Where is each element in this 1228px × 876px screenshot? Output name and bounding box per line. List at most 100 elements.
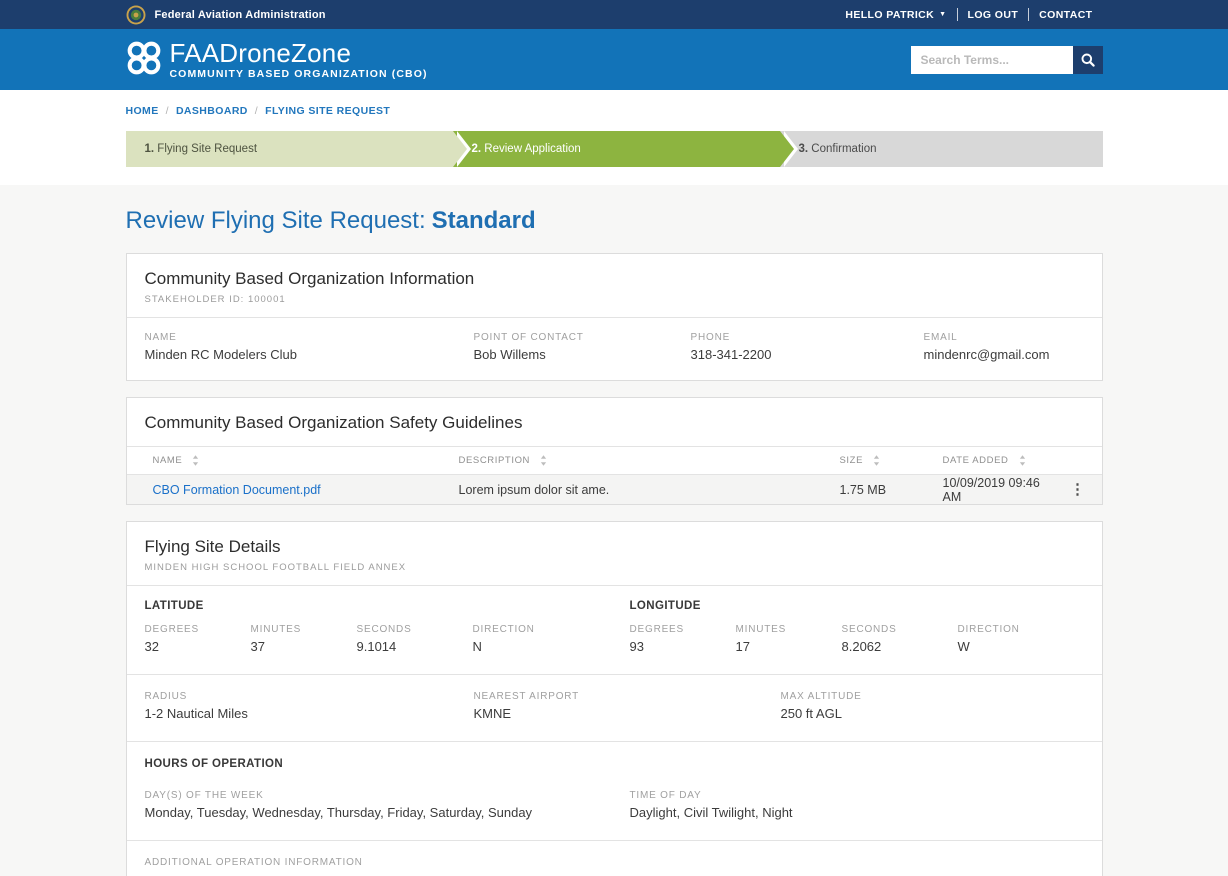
org-field-name: NAME Minden RC Modelers Club bbox=[145, 332, 474, 362]
field-label: RADIUS bbox=[144, 691, 188, 702]
field-label: DAY(S) OF THE WEEK bbox=[144, 790, 264, 801]
column-header-name: NAME bbox=[153, 455, 459, 466]
org-info-card: Community Based Organization Information… bbox=[125, 253, 1103, 381]
step-review-application: 2. Review Application bbox=[452, 131, 798, 167]
field-value: 93 bbox=[629, 639, 644, 654]
search-icon bbox=[1081, 53, 1095, 67]
field-value: Minden RC Modelers Club bbox=[144, 347, 297, 362]
field-label: NAME bbox=[144, 332, 177, 343]
step-flying-site-request: 1. Flying Site Request bbox=[125, 131, 471, 167]
radius-section: RADIUS 1-2 Nautical Miles NEAREST AIRPOR… bbox=[126, 675, 1102, 742]
field-label: SECONDS bbox=[356, 624, 412, 635]
brand-logo[interactable]: FAADroneZone COMMUNITY BASED ORGANIZATIO… bbox=[126, 40, 428, 80]
hours-heading: HOURS OF OPERATION bbox=[144, 758, 284, 770]
row-menu-kebab-icon[interactable]: ⋮ bbox=[1070, 481, 1085, 498]
field-label: MINUTES bbox=[250, 624, 302, 635]
table-row: CBO Formation Document.pdf Lorem ipsum d… bbox=[126, 475, 1102, 504]
field-label: SECONDS bbox=[841, 624, 897, 635]
column-label: DESCRIPTION bbox=[458, 455, 531, 466]
column-label: DATE ADDED bbox=[942, 455, 1009, 466]
field-label: DEGREES bbox=[629, 624, 685, 635]
page-title-prefix: Review Flying Site Request: bbox=[125, 207, 426, 234]
latitude-degrees: DEGREES 32 bbox=[145, 624, 251, 654]
breadcrumb-flying-site-request: FLYING SITE REQUEST bbox=[265, 105, 391, 117]
latitude-seconds: SECONDS 9.1014 bbox=[357, 624, 473, 654]
step-number: 2. bbox=[471, 143, 482, 155]
field-value: KMNE bbox=[473, 706, 512, 721]
document-description: Lorem ipsum dolor sit ame. bbox=[458, 482, 610, 497]
time-of-day-field: TIME OF DAY Daylight, Civil Twilight, Ni… bbox=[630, 790, 1084, 820]
page-title: Review Flying Site Request: Standard bbox=[126, 207, 1103, 235]
org-field-phone: PHONE 318-341-2200 bbox=[691, 332, 924, 362]
field-label: MINUTES bbox=[735, 624, 787, 635]
max-altitude-field: MAX ALTITUDE 250 ft AGL bbox=[781, 691, 1084, 721]
step-label: Confirmation bbox=[811, 143, 877, 155]
field-value: N bbox=[472, 639, 482, 654]
safety-guidelines-card: Community Based Organization Safety Guid… bbox=[125, 397, 1103, 505]
latitude-direction: DIRECTION N bbox=[473, 624, 630, 654]
column-label: SIZE bbox=[839, 455, 864, 466]
longitude-direction: DIRECTION W bbox=[958, 624, 1084, 654]
latitude-minutes: MINUTES 37 bbox=[251, 624, 357, 654]
field-label: NEAREST AIRPORT bbox=[473, 691, 580, 702]
stakeholder-id: STAKEHOLDER ID: 100001 bbox=[144, 294, 286, 305]
sort-icon[interactable] bbox=[873, 455, 880, 466]
field-value: Daylight, Civil Twilight, Night bbox=[629, 805, 793, 820]
field-value: 17 bbox=[735, 639, 750, 654]
greeting-label: HELLO PATRICK bbox=[845, 8, 935, 21]
org-field-email: EMAIL mindenrc@gmail.com bbox=[924, 332, 1084, 362]
site-name: MINDEN HIGH SCHOOL FOOTBALL FIELD ANNEX bbox=[144, 562, 407, 573]
app-subtitle: COMMUNITY BASED ORGANIZATION (CBO) bbox=[169, 67, 428, 80]
divider bbox=[956, 8, 958, 21]
app-name: FAADroneZone bbox=[169, 37, 352, 68]
org-field-point-of-contact: POINT OF CONTACT Bob Willems bbox=[474, 332, 691, 362]
field-label: POINT OF CONTACT bbox=[473, 332, 584, 343]
latitude-heading: LATITUDE bbox=[144, 600, 204, 612]
chevron-down-icon: ▼ bbox=[939, 11, 947, 18]
breadcrumb-separator: / bbox=[254, 105, 259, 117]
document-date-added: 10/09/2019 09:46 AM bbox=[942, 475, 1040, 504]
step-number: 1. bbox=[144, 143, 155, 155]
search-button[interactable] bbox=[1072, 45, 1103, 74]
breadcrumb-dashboard[interactable]: DASHBOARD bbox=[175, 105, 248, 117]
search-input[interactable] bbox=[910, 45, 1073, 74]
field-value: 9.1014 bbox=[356, 639, 397, 654]
safety-guidelines-title: Community Based Organization Safety Guid… bbox=[144, 413, 523, 432]
field-label: MAX ALTITUDE bbox=[780, 691, 862, 702]
sort-icon[interactable] bbox=[192, 455, 199, 466]
agency-name: Federal Aviation Administration bbox=[154, 8, 326, 21]
sort-icon[interactable] bbox=[1019, 455, 1026, 466]
column-header-size: SIZE bbox=[840, 455, 943, 466]
sort-icon[interactable] bbox=[540, 455, 547, 466]
drone-icon bbox=[127, 41, 160, 74]
user-menu[interactable]: HELLO PATRICK ▼ bbox=[835, 9, 956, 21]
top-utility-bar: Federal Aviation Administration HELLO PA… bbox=[0, 0, 1228, 29]
radius-field: RADIUS 1-2 Nautical Miles bbox=[145, 691, 474, 721]
field-label: PHONE bbox=[690, 332, 731, 343]
field-label: DIRECTION bbox=[957, 624, 1020, 635]
nearest-airport-field: NEAREST AIRPORT KMNE bbox=[474, 691, 781, 721]
app-header: FAADroneZone COMMUNITY BASED ORGANIZATIO… bbox=[0, 29, 1228, 90]
field-value: 250 ft AGL bbox=[780, 706, 842, 721]
additional-info-section: ADDITIONAL OPERATION INFORMATION Lorem i… bbox=[127, 841, 1102, 876]
field-label: DIRECTION bbox=[472, 624, 535, 635]
table-header: NAME DESCRIPTION SIZE bbox=[126, 447, 1102, 475]
longitude-seconds: SECONDS 8.2062 bbox=[842, 624, 958, 654]
logout-link[interactable]: LOG OUT bbox=[967, 8, 1019, 21]
breadcrumb-progress-region: HOME / DASHBOARD / FLYING SITE REQUEST 1… bbox=[0, 90, 1228, 185]
faa-seal-icon bbox=[126, 5, 145, 24]
breadcrumb-separator: / bbox=[165, 105, 169, 117]
contact-link[interactable]: CONTACT bbox=[1039, 8, 1093, 21]
document-size: 1.75 MB bbox=[839, 482, 887, 497]
field-label: DEGREES bbox=[144, 624, 200, 635]
longitude-degrees: DEGREES 93 bbox=[630, 624, 736, 654]
breadcrumb: HOME / DASHBOARD / FLYING SITE REQUEST bbox=[126, 105, 1103, 117]
breadcrumb-home[interactable]: HOME bbox=[125, 105, 159, 117]
longitude-heading: LONGITUDE bbox=[629, 600, 701, 612]
additional-info-label: ADDITIONAL OPERATION INFORMATION bbox=[144, 857, 363, 868]
search-box bbox=[910, 45, 1103, 74]
site-details-title: Flying Site Details bbox=[144, 537, 281, 556]
document-link[interactable]: CBO Formation Document.pdf bbox=[152, 482, 321, 497]
step-confirmation: 3. Confirmation bbox=[779, 131, 1103, 167]
step-label: Review Application bbox=[484, 143, 581, 155]
